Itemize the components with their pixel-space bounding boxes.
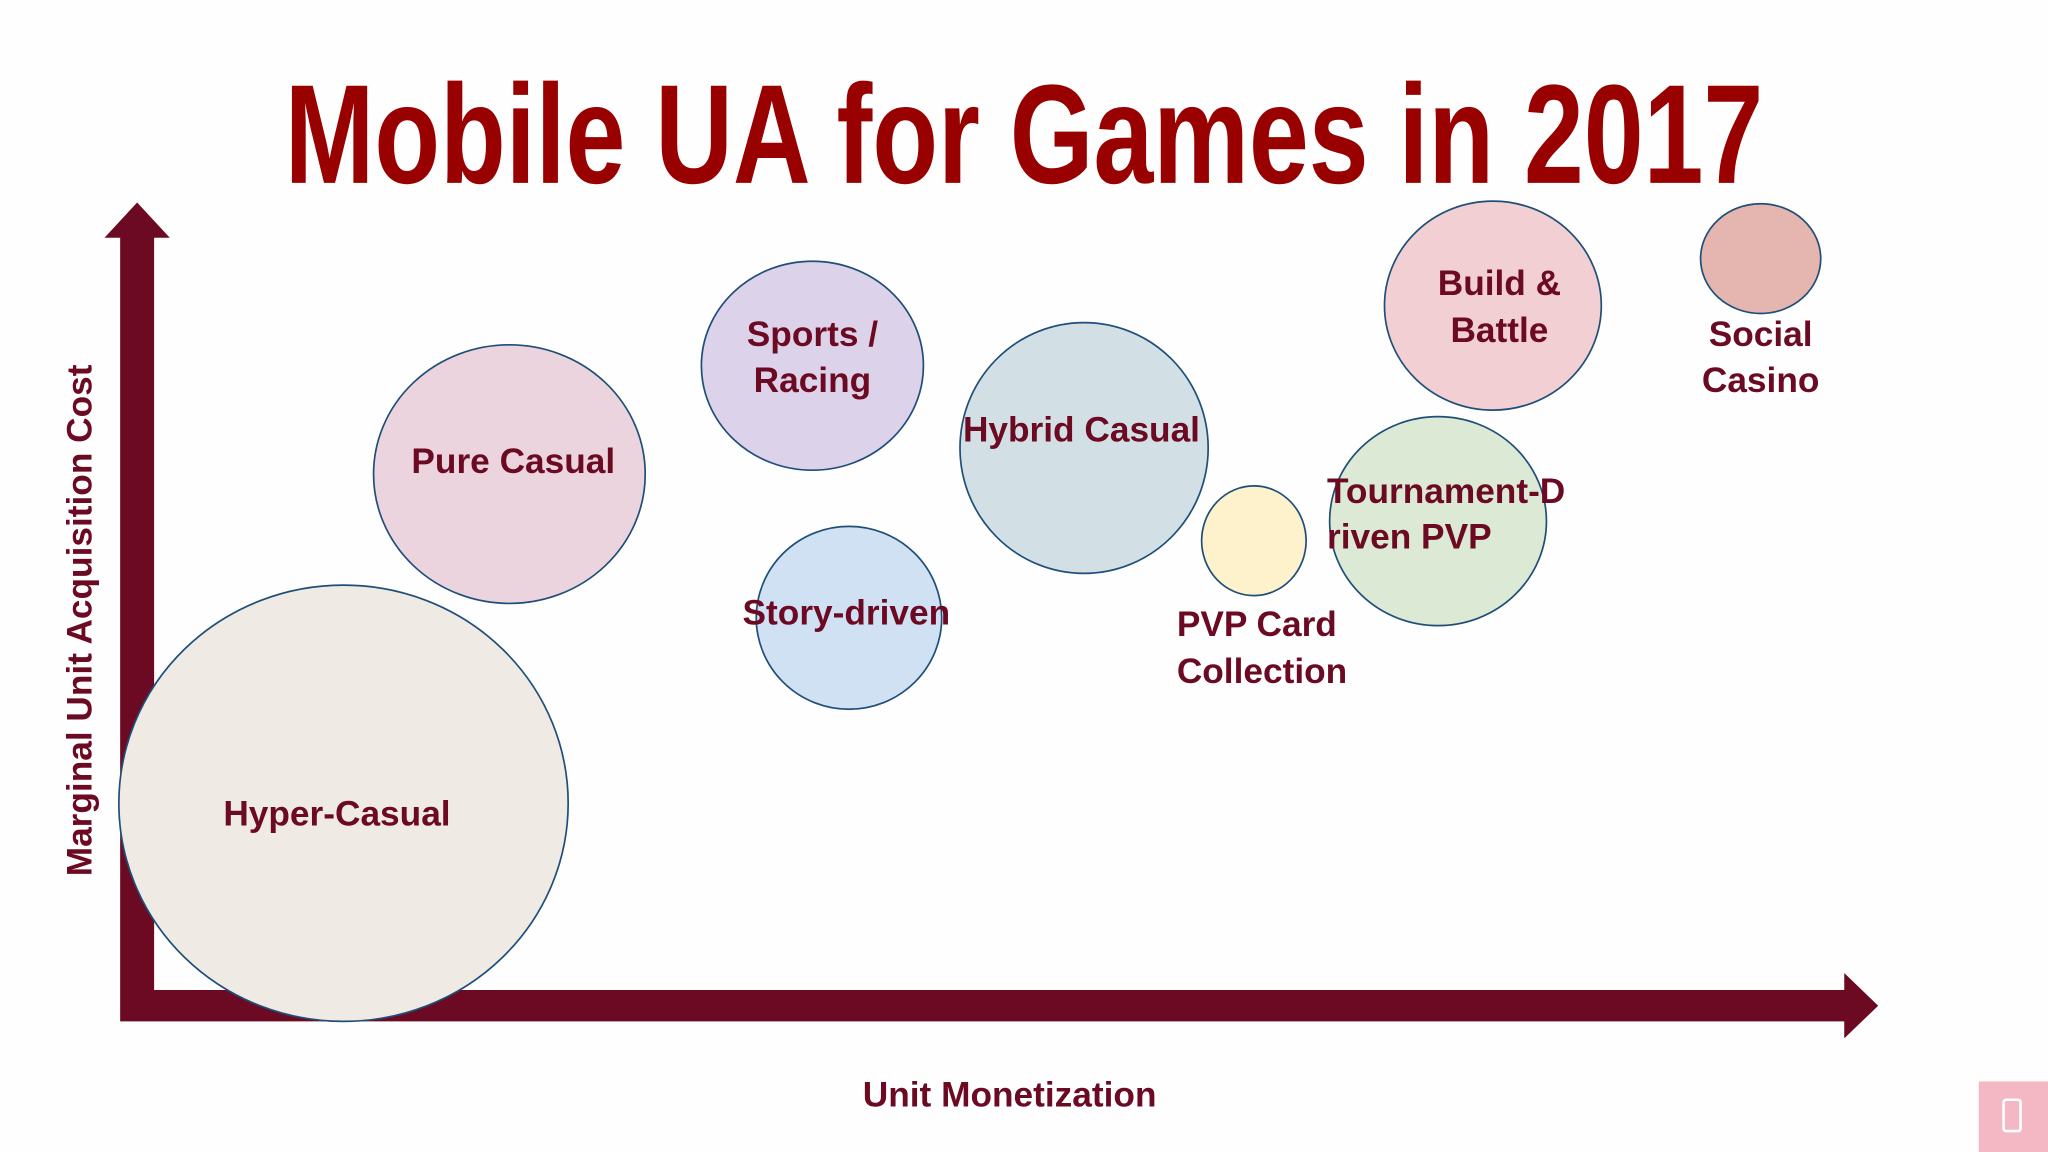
bubble bbox=[1200, 485, 1307, 597]
bubble-label: Pure Casual bbox=[411, 442, 615, 481]
bubble bbox=[1328, 415, 1548, 627]
bubble-label: riven PVP bbox=[1327, 518, 1492, 557]
bubble bbox=[755, 525, 943, 711]
y-axis-label: Marginal Unit Acquisition Cost bbox=[60, 364, 99, 876]
bubbles: Hyper-Casual Pure Casual Sports / Racing Sto… bbox=[118, 200, 1822, 1023]
bubble-label: Sports / bbox=[747, 315, 878, 354]
corner-icon bbox=[1978, 1081, 2048, 1152]
bubble bbox=[372, 343, 647, 605]
bubble-label: Social bbox=[1709, 315, 1813, 354]
bubble-label: Hybrid Casual bbox=[963, 410, 1200, 449]
bubble-label: Casino bbox=[1702, 361, 1820, 400]
bubble-label: Racing bbox=[754, 361, 872, 400]
title: Mobile UA for Games in 2017 bbox=[285, 55, 1764, 213]
corner-icon-glyph bbox=[2002, 1098, 2022, 1133]
bubble bbox=[118, 584, 570, 1023]
bubble-label: Tournament-D bbox=[1327, 472, 1565, 511]
bubble-label: Build & bbox=[1438, 264, 1561, 303]
bubble bbox=[1699, 202, 1822, 315]
bubble-label: Battle bbox=[1450, 311, 1548, 350]
x-axis-label: Unit Monetization bbox=[863, 1075, 1157, 1114]
bubble bbox=[700, 260, 925, 472]
bubble-label: Hyper-Casual bbox=[223, 794, 450, 833]
bubble-label: Story-driven bbox=[743, 593, 951, 632]
bubble bbox=[959, 321, 1210, 575]
bubble bbox=[1383, 200, 1603, 411]
bubble-label: Collection bbox=[1177, 652, 1347, 691]
bubble-label: PVP Card bbox=[1177, 605, 1337, 644]
